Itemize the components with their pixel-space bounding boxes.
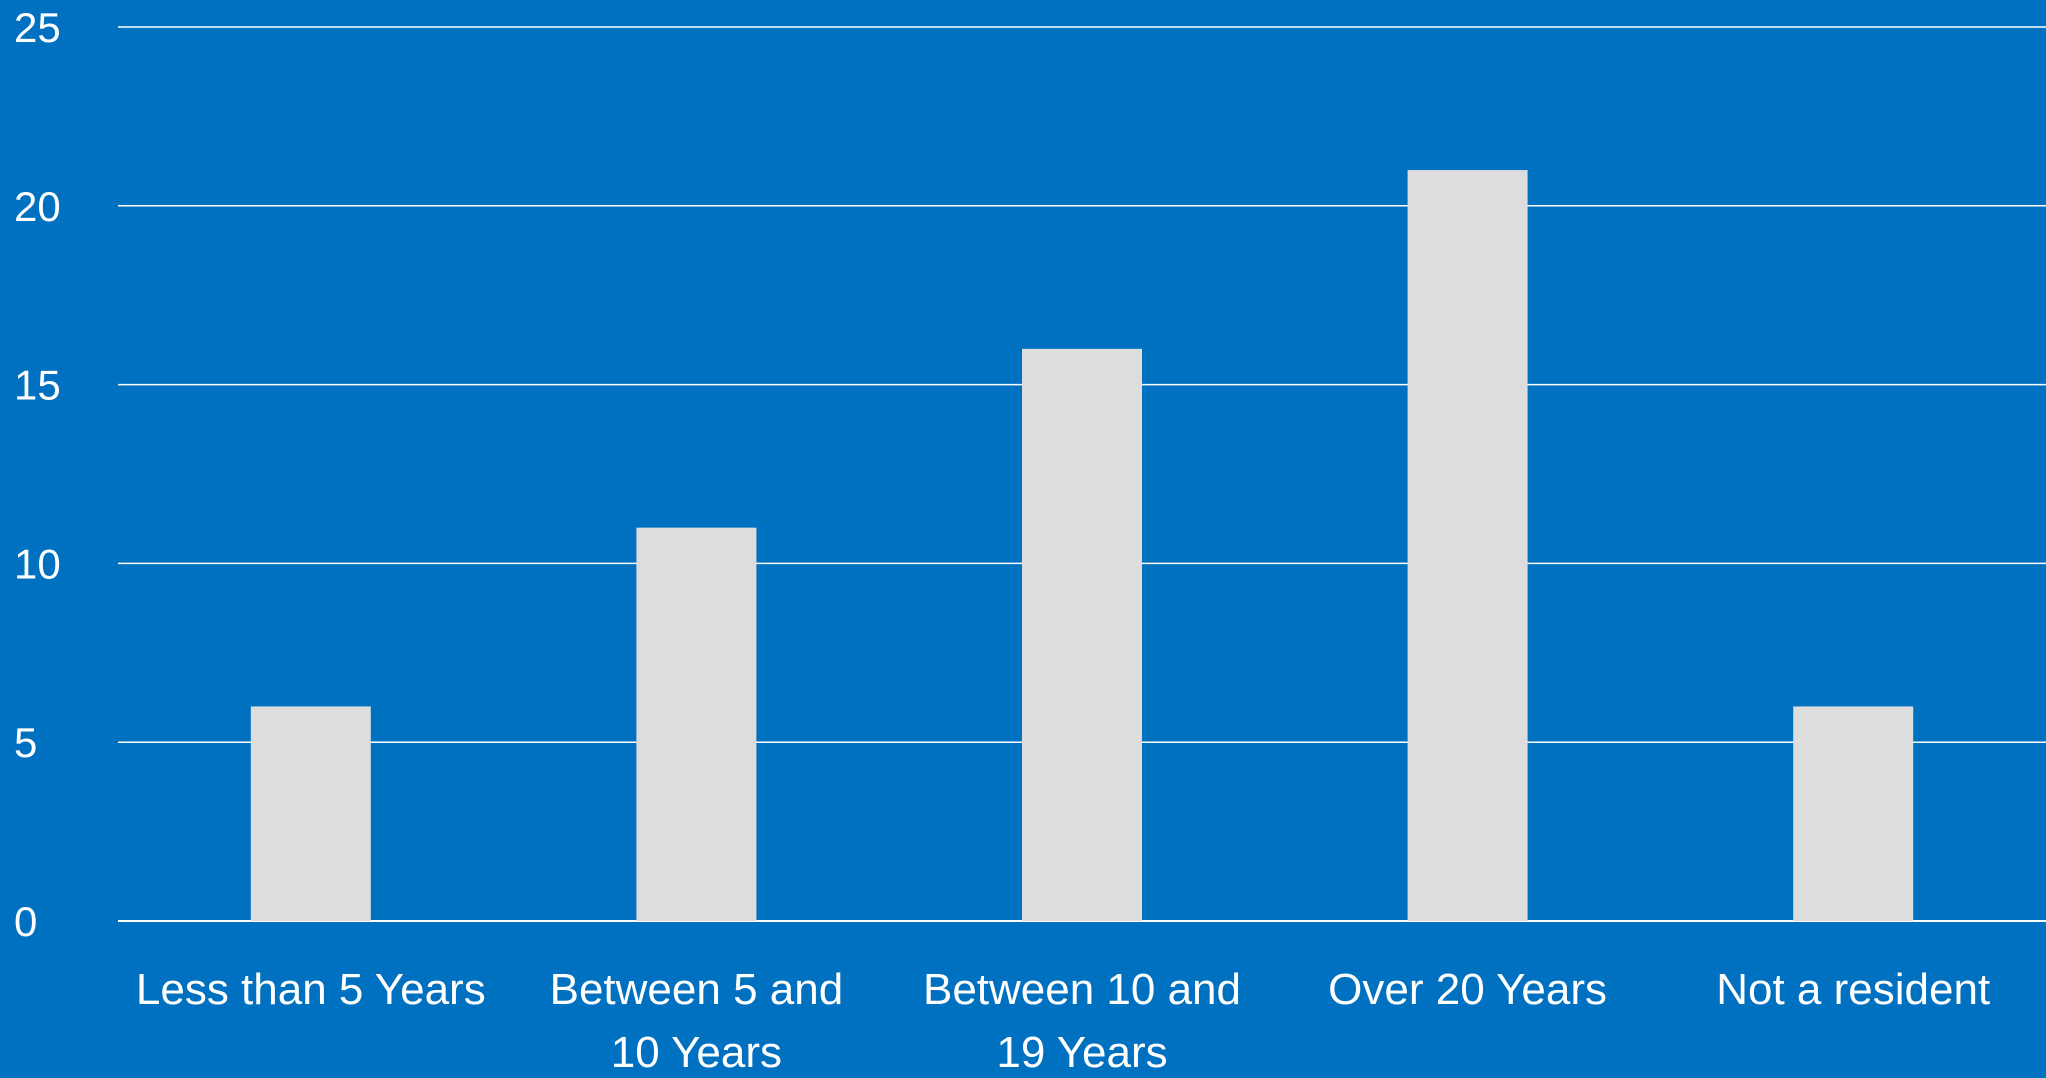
bar (250, 706, 371, 921)
x-tick-label: Over 20 Years (1328, 965, 1607, 1014)
bar (1407, 170, 1528, 922)
x-tick-label: Between 10 and (923, 965, 1241, 1014)
x-tick-label: 10 Years (611, 1028, 782, 1077)
y-tick-label: 25 (14, 4, 61, 51)
x-tick-label: 19 Years (996, 1028, 1167, 1077)
bar (1793, 706, 1914, 921)
bar (1022, 348, 1142, 922)
x-tick-label: Between 5 and (550, 965, 844, 1014)
x-tick-label: Not a resident (1716, 965, 1990, 1014)
x-tick-label: Less than 5 Years (136, 965, 486, 1014)
y-tick-label: 5 (14, 719, 37, 766)
y-tick-label: 10 (14, 540, 61, 587)
y-tick-label: 15 (14, 362, 61, 409)
y-tick-label: 20 (14, 183, 61, 230)
y-tick-label: 0 (14, 898, 37, 945)
bar (636, 527, 757, 921)
